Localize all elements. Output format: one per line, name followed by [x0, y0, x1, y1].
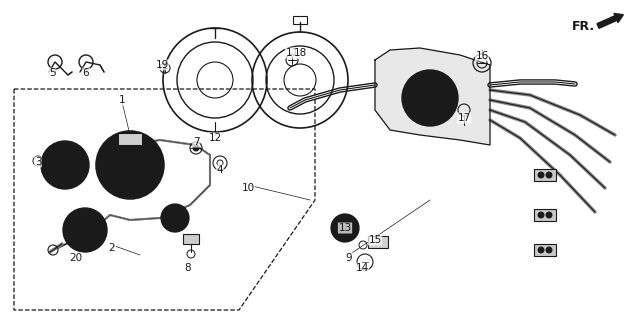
- Text: 3: 3: [35, 157, 41, 167]
- Text: 9: 9: [346, 253, 352, 263]
- Circle shape: [402, 70, 458, 126]
- Text: 12: 12: [209, 133, 222, 143]
- Text: FR.: FR.: [572, 20, 595, 33]
- Polygon shape: [375, 48, 490, 145]
- Bar: [534, 209, 556, 221]
- Text: 11: 11: [286, 48, 299, 58]
- Text: 5: 5: [49, 68, 56, 78]
- Bar: [534, 169, 556, 181]
- Circle shape: [538, 212, 544, 218]
- Text: 13: 13: [338, 223, 351, 233]
- Circle shape: [57, 157, 73, 173]
- Text: 7: 7: [193, 137, 199, 147]
- Circle shape: [193, 145, 199, 151]
- Circle shape: [63, 208, 107, 252]
- Text: 15: 15: [368, 235, 382, 245]
- Circle shape: [538, 172, 544, 178]
- Text: 6: 6: [83, 68, 89, 78]
- Text: 2: 2: [109, 243, 115, 253]
- FancyArrow shape: [597, 13, 623, 28]
- Text: 14: 14: [355, 263, 368, 273]
- Text: 20: 20: [70, 253, 83, 263]
- Text: 1: 1: [119, 95, 125, 105]
- Text: 17: 17: [458, 113, 471, 123]
- Circle shape: [546, 212, 552, 218]
- Bar: [534, 244, 556, 256]
- Text: 18: 18: [293, 48, 307, 58]
- Bar: [368, 236, 388, 248]
- Text: 10: 10: [241, 183, 255, 193]
- Circle shape: [546, 172, 552, 178]
- Circle shape: [538, 247, 544, 253]
- Bar: [183, 234, 199, 244]
- Text: 4: 4: [217, 165, 223, 175]
- Text: 8: 8: [185, 263, 191, 273]
- Circle shape: [161, 204, 189, 232]
- Text: 19: 19: [155, 60, 169, 70]
- Bar: [118, 133, 142, 145]
- Bar: [293, 16, 307, 24]
- Text: 16: 16: [475, 51, 489, 61]
- Circle shape: [118, 153, 142, 177]
- Circle shape: [331, 214, 359, 242]
- Circle shape: [96, 131, 164, 199]
- Circle shape: [41, 141, 89, 189]
- Circle shape: [546, 247, 552, 253]
